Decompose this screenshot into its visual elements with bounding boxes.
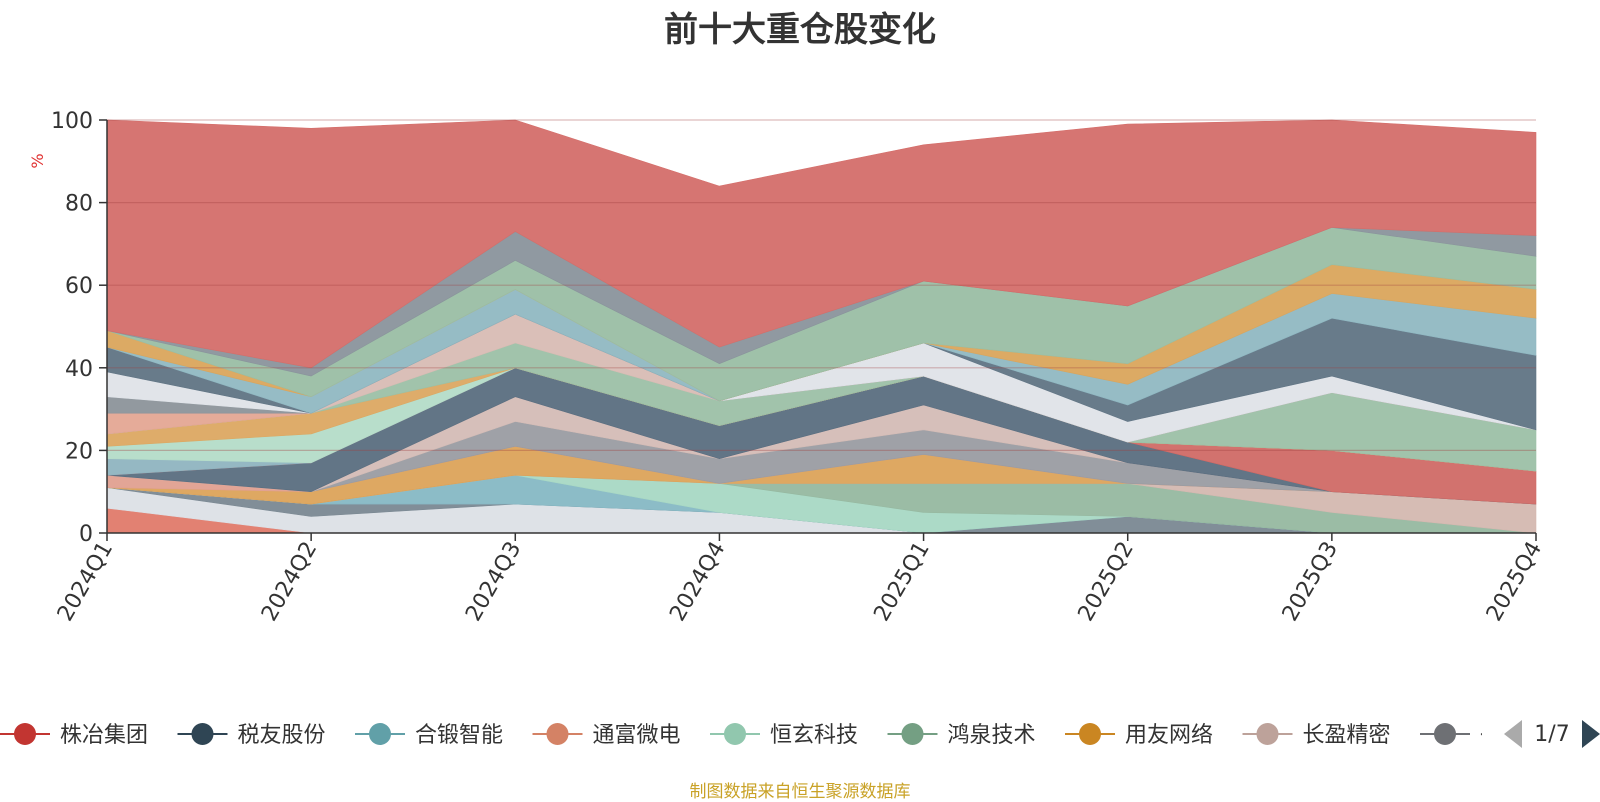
legend-label-8: 亻 <box>1480 723 1502 748</box>
legend: 株冶集团 税友股份 合锻智能 通富微电 恒玄科技 鸿泉技术 用友网络 长盈精密 亻 <box>0 723 1502 748</box>
legend-marker-5 <box>901 723 924 745</box>
legend-item-3[interactable]: 通富微电 <box>532 723 681 748</box>
y-tick-label-5: 100 <box>51 109 93 134</box>
legend-marker-4 <box>724 723 746 745</box>
y-axis-label: % <box>28 153 47 168</box>
y-tick-label-1: 20 <box>65 439 93 464</box>
legend-marker-1 <box>191 723 214 745</box>
x-tick-label-3: 2024Q4 <box>665 538 730 626</box>
y-tick-label-3: 60 <box>65 274 93 299</box>
chart-title: 前十大重仓股变化 <box>664 10 936 50</box>
area-series <box>106 119 1537 534</box>
legend-marker-6 <box>1079 723 1101 745</box>
grid-lines <box>107 119 1536 451</box>
x-tick-label-1: 2024Q2 <box>257 538 322 626</box>
legend-marker-7 <box>1256 723 1279 745</box>
legend-item-6[interactable]: 用友网络 <box>1065 723 1213 748</box>
x-tick-label-7: 2025Q4 <box>1482 538 1547 626</box>
legend-label-1: 税友股份 <box>238 723 326 748</box>
legend-page-indicator: 1/7 <box>1534 722 1569 747</box>
x-tick-label-2: 2024Q3 <box>461 538 526 626</box>
y-tick-label-4: 80 <box>65 192 93 217</box>
legend-label-2: 合锻智能 <box>415 723 503 748</box>
y-tick-label-0: 0 <box>79 522 93 547</box>
legend-pager: 1/7 <box>1504 720 1600 748</box>
legend-label-6: 用友网络 <box>1125 723 1213 748</box>
legend-marker-8 <box>1434 723 1456 745</box>
x-tick-label-4: 2025Q1 <box>869 538 934 626</box>
legend-label-3: 通富微电 <box>593 723 681 748</box>
x-tick-label-0: 2024Q1 <box>53 538 118 626</box>
y-tick-label-2: 40 <box>65 357 93 382</box>
legend-marker-3 <box>546 723 569 745</box>
legend-item-5[interactable]: 鸿泉技术 <box>887 723 1036 748</box>
legend-next-icon[interactable] <box>1582 720 1600 748</box>
legend-marker-0 <box>14 723 36 745</box>
legend-item-4[interactable]: 恒玄科技 <box>710 723 858 748</box>
legend-item-8[interactable]: 亻 <box>1420 723 1502 748</box>
legend-marker-2 <box>369 723 391 745</box>
legend-prev-icon[interactable] <box>1504 720 1522 748</box>
legend-label-4: 恒玄科技 <box>770 723 858 748</box>
legend-label-5: 鸿泉技术 <box>948 723 1036 748</box>
legend-item-1[interactable]: 税友股份 <box>177 723 326 748</box>
x-tick-label-5: 2025Q2 <box>1074 538 1139 626</box>
legend-label-7: 长盈精密 <box>1303 723 1391 748</box>
legend-item-2[interactable]: 合锻智能 <box>355 723 503 748</box>
legend-item-7[interactable]: 长盈精密 <box>1242 723 1391 748</box>
area-series-26 <box>106 119 1537 369</box>
data-source-note: 制图数据来自恒生聚源数据库 <box>689 782 911 802</box>
x-tick-label-6: 2025Q3 <box>1278 538 1343 626</box>
legend-label-0: 株冶集团 <box>60 723 148 748</box>
legend-item-0[interactable]: 株冶集团 <box>0 723 148 748</box>
